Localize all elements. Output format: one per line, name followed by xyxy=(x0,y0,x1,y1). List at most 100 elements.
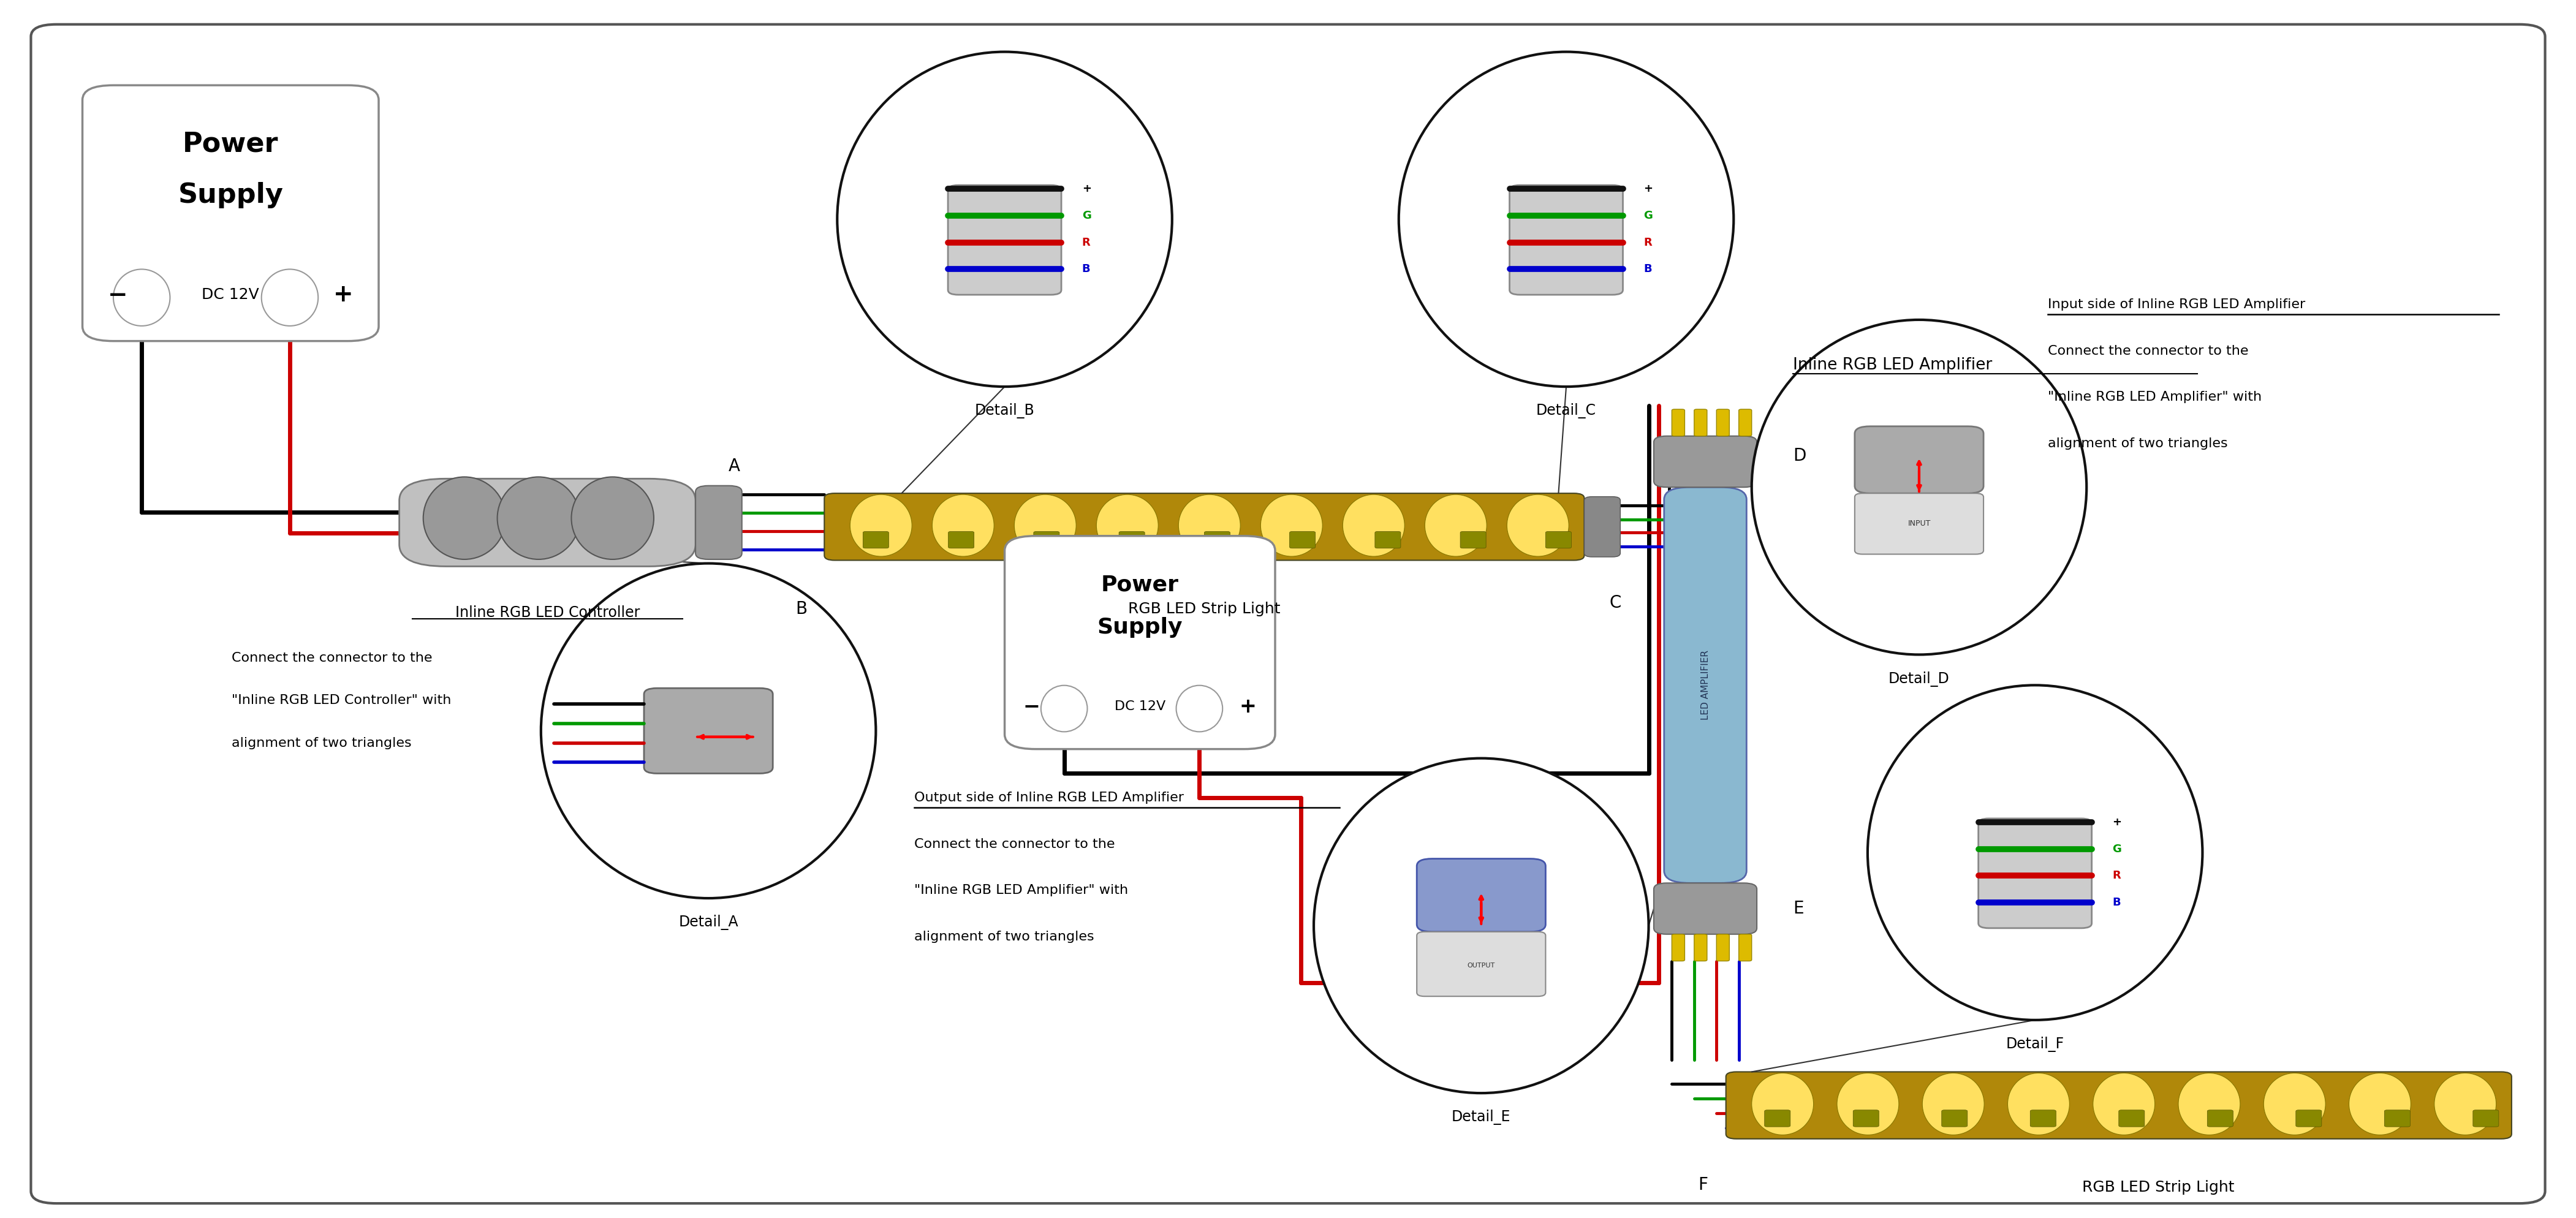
Text: A: A xyxy=(729,458,739,475)
Text: Inline RGB LED Amplifier: Inline RGB LED Amplifier xyxy=(1793,357,1991,374)
Ellipse shape xyxy=(422,477,505,559)
Text: −: − xyxy=(1023,697,1041,716)
FancyBboxPatch shape xyxy=(1005,536,1275,749)
Text: C: C xyxy=(1610,594,1620,611)
FancyBboxPatch shape xyxy=(1417,859,1546,932)
Text: B: B xyxy=(1643,263,1651,275)
Text: −: − xyxy=(108,284,129,307)
Ellipse shape xyxy=(1342,495,1404,557)
Ellipse shape xyxy=(1015,495,1077,557)
Text: B: B xyxy=(2112,896,2120,909)
FancyBboxPatch shape xyxy=(1417,932,1546,996)
Text: Detail_C: Detail_C xyxy=(1535,403,1597,419)
Text: DC 12V: DC 12V xyxy=(201,287,260,302)
Text: +: + xyxy=(1643,183,1654,195)
Text: D: D xyxy=(1793,447,1806,464)
Text: Inline RGB LED Controller: Inline RGB LED Controller xyxy=(456,605,639,620)
FancyBboxPatch shape xyxy=(1291,531,1316,548)
Ellipse shape xyxy=(541,564,876,898)
Text: Detail_B: Detail_B xyxy=(974,403,1036,419)
Text: Power: Power xyxy=(1100,575,1180,596)
Text: "Inline RGB LED Amplifier" with: "Inline RGB LED Amplifier" with xyxy=(914,884,1128,896)
Ellipse shape xyxy=(497,477,580,559)
FancyBboxPatch shape xyxy=(1978,818,2092,928)
FancyBboxPatch shape xyxy=(1716,934,1728,961)
Ellipse shape xyxy=(850,495,912,557)
FancyBboxPatch shape xyxy=(696,486,742,559)
FancyBboxPatch shape xyxy=(2385,1110,2411,1127)
Text: Power: Power xyxy=(183,130,278,157)
FancyBboxPatch shape xyxy=(1739,409,1752,436)
FancyBboxPatch shape xyxy=(948,531,974,548)
FancyBboxPatch shape xyxy=(1672,934,1685,961)
Ellipse shape xyxy=(1097,495,1159,557)
Ellipse shape xyxy=(1260,495,1321,557)
Text: Connect the connector to the: Connect the connector to the xyxy=(914,838,1115,850)
Text: Supply: Supply xyxy=(1097,618,1182,638)
FancyBboxPatch shape xyxy=(1461,531,1486,548)
Text: Detail_F: Detail_F xyxy=(2007,1037,2063,1052)
FancyBboxPatch shape xyxy=(2295,1110,2321,1127)
Text: G: G xyxy=(2112,843,2123,855)
Ellipse shape xyxy=(2434,1073,2496,1135)
FancyBboxPatch shape xyxy=(2208,1110,2233,1127)
FancyBboxPatch shape xyxy=(948,185,1061,295)
Text: RGB LED Strip Light: RGB LED Strip Light xyxy=(2081,1180,2233,1195)
FancyBboxPatch shape xyxy=(1716,409,1728,436)
Text: B: B xyxy=(796,600,806,618)
Text: R: R xyxy=(2112,870,2120,882)
Ellipse shape xyxy=(1868,686,2202,1019)
Ellipse shape xyxy=(1399,52,1734,386)
FancyBboxPatch shape xyxy=(644,688,773,773)
Text: +: + xyxy=(2112,816,2123,828)
Text: Detail_E: Detail_E xyxy=(1453,1110,1510,1125)
Ellipse shape xyxy=(1507,495,1569,557)
Text: "Inline RGB LED Amplifier" with: "Inline RGB LED Amplifier" with xyxy=(2048,391,2262,403)
FancyBboxPatch shape xyxy=(2473,1110,2499,1127)
FancyBboxPatch shape xyxy=(1942,1110,1968,1127)
Ellipse shape xyxy=(263,269,319,326)
Ellipse shape xyxy=(113,269,170,326)
FancyBboxPatch shape xyxy=(1654,883,1757,934)
Ellipse shape xyxy=(837,52,1172,386)
Text: Supply: Supply xyxy=(178,181,283,208)
Text: R: R xyxy=(1082,236,1090,248)
FancyBboxPatch shape xyxy=(82,85,379,341)
Ellipse shape xyxy=(2179,1073,2241,1135)
Text: "Inline RGB LED Controller" with: "Inline RGB LED Controller" with xyxy=(232,694,451,706)
FancyBboxPatch shape xyxy=(1654,436,1757,487)
Text: Input side of Inline RGB LED Amplifier: Input side of Inline RGB LED Amplifier xyxy=(2048,298,2306,311)
FancyBboxPatch shape xyxy=(2030,1110,2056,1127)
Ellipse shape xyxy=(2007,1073,2069,1135)
FancyBboxPatch shape xyxy=(1852,1110,1878,1127)
Ellipse shape xyxy=(1752,1073,1814,1135)
Text: alignment of two triangles: alignment of two triangles xyxy=(2048,437,2228,449)
Text: E: E xyxy=(1793,900,1803,917)
FancyBboxPatch shape xyxy=(1584,497,1620,557)
Text: alignment of two triangles: alignment of two triangles xyxy=(914,931,1095,943)
FancyBboxPatch shape xyxy=(824,493,1584,560)
FancyBboxPatch shape xyxy=(1206,531,1231,548)
Text: RGB LED Strip Light: RGB LED Strip Light xyxy=(1128,602,1280,616)
Text: Detail_D: Detail_D xyxy=(1888,671,1950,687)
Ellipse shape xyxy=(1752,320,2087,654)
FancyBboxPatch shape xyxy=(31,24,2545,1203)
Text: +: + xyxy=(332,284,353,307)
Text: OUTPUT: OUTPUT xyxy=(1468,962,1494,970)
Ellipse shape xyxy=(933,495,994,557)
FancyBboxPatch shape xyxy=(1118,531,1144,548)
FancyBboxPatch shape xyxy=(1855,493,1984,554)
FancyBboxPatch shape xyxy=(1546,531,1571,548)
Ellipse shape xyxy=(1425,495,1486,557)
Ellipse shape xyxy=(2092,1073,2154,1135)
FancyBboxPatch shape xyxy=(399,479,696,566)
FancyBboxPatch shape xyxy=(1739,934,1752,961)
FancyBboxPatch shape xyxy=(1855,426,1984,493)
FancyBboxPatch shape xyxy=(1765,1110,1790,1127)
Ellipse shape xyxy=(1177,686,1224,732)
Text: alignment of two triangles: alignment of two triangles xyxy=(232,737,412,749)
Text: R: R xyxy=(1643,236,1651,248)
Text: F: F xyxy=(1698,1177,1708,1194)
Ellipse shape xyxy=(1180,495,1242,557)
FancyBboxPatch shape xyxy=(2117,1110,2143,1127)
